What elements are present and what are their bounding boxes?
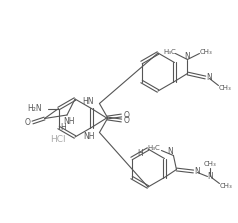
Text: H₃C: H₃C	[147, 145, 160, 151]
Text: H₃C: H₃C	[163, 48, 176, 54]
Text: CH₃: CH₃	[219, 85, 232, 91]
Text: H: H	[60, 122, 66, 132]
Text: H: H	[137, 149, 143, 159]
Text: HN: HN	[82, 97, 94, 106]
Text: O: O	[25, 118, 30, 127]
Text: O: O	[124, 111, 129, 120]
Text: HCl: HCl	[50, 136, 66, 145]
Text: O: O	[124, 116, 129, 125]
Text: H₂N: H₂N	[27, 104, 42, 113]
Text: CH₃: CH₃	[204, 161, 217, 167]
Text: CH₃: CH₃	[200, 48, 213, 54]
Text: NH: NH	[83, 132, 94, 141]
Text: N: N	[208, 172, 213, 181]
Text: NH: NH	[63, 116, 75, 126]
Text: N: N	[185, 52, 190, 61]
Text: N: N	[168, 147, 173, 156]
Text: N: N	[207, 73, 212, 82]
Text: N: N	[195, 167, 200, 176]
Text: CH₃: CH₃	[220, 184, 233, 190]
